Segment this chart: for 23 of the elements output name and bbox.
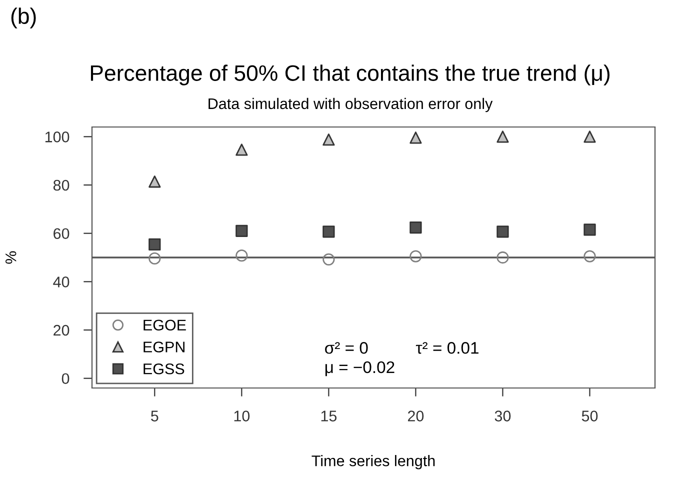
y-tick-label: 80 [53, 180, 70, 191]
y-tick-label: 100 [45, 132, 70, 142]
annotation: μ = −0.02 [325, 361, 394, 376]
y-tick-label: 40 [53, 276, 70, 288]
x-tick-label: 15 [321, 410, 337, 422]
annotation: τ² = 0.01 [416, 342, 478, 354]
legend-label: EGPN [144, 342, 184, 352]
y-tick-label: 0 [62, 373, 70, 384]
annotation: σ² = 0 [325, 342, 368, 354]
chart-subtitle: Data simulated with observation error only [208, 98, 493, 112]
x-tick-label: 10 [234, 410, 250, 422]
y-tick-label: 20 [54, 324, 70, 336]
text: (b) [11, 8, 36, 28]
x-tick-label: 20 [408, 410, 424, 422]
x-tick-label: 50 [582, 410, 598, 422]
x-tick-label: 5 [151, 410, 158, 422]
x-axis-title: Time series length [312, 455, 435, 470]
y-axis-title: % [6, 251, 16, 264]
legend-label: EGSS [144, 363, 184, 374]
legend-label: EGOE [144, 320, 186, 331]
y-tick-label: 60 [54, 228, 70, 240]
chart-title: Percentage of 50% CI that contains the true trend (μ) [90, 64, 610, 86]
x-tick-label: 30 [494, 410, 511, 422]
